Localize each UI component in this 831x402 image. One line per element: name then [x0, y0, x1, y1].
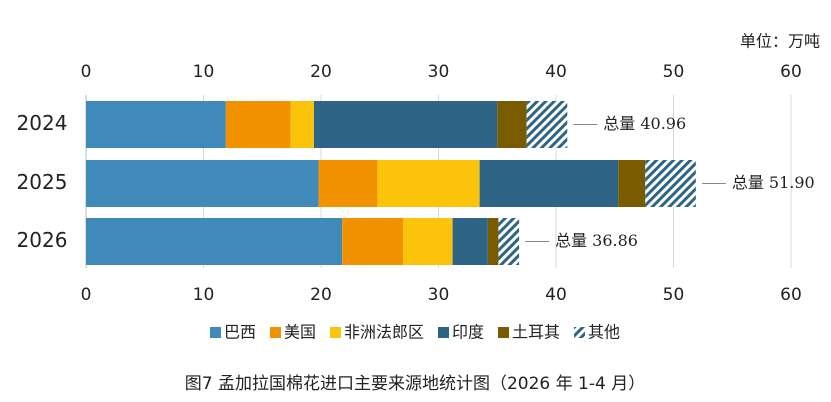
legend-label: 印度	[452, 323, 484, 342]
total-label: 总量 36.86	[555, 231, 638, 250]
legend-label: 土耳其	[512, 323, 560, 342]
bar-segment	[452, 218, 488, 265]
x-tick-label: 60	[780, 285, 802, 305]
y-tick-label: 2026	[17, 228, 68, 252]
bar-segment	[497, 101, 527, 148]
legend-label: 巴西	[224, 323, 256, 342]
bar-segment	[403, 218, 453, 265]
x-tick-label: 0	[81, 285, 92, 305]
bar-segment	[487, 218, 499, 265]
x-tick-label: 50	[663, 285, 685, 305]
legend-marker	[209, 327, 221, 338]
bar-segment	[86, 218, 343, 265]
bar-segment	[479, 160, 619, 207]
bar-segment	[498, 218, 520, 265]
bar-segment	[86, 101, 226, 148]
bar-segment	[290, 101, 314, 148]
total-label: 总量 40.96	[603, 114, 686, 133]
x-tick-label: 50	[663, 62, 685, 82]
x-tick-label: 0	[81, 62, 92, 82]
unit-label: 单位：万吨	[740, 32, 820, 51]
x-tick-label: 30	[428, 62, 450, 82]
bar-segment	[377, 160, 480, 207]
x-tick-label: 40	[545, 285, 567, 305]
legend-marker	[329, 327, 341, 338]
legend-marker	[269, 327, 281, 338]
bar-segment	[225, 101, 291, 148]
total-label: 总量 51.90	[732, 173, 815, 192]
bar-segment	[645, 160, 696, 207]
bar-segment	[618, 160, 646, 207]
legend-marker	[498, 327, 510, 338]
y-tick-label: 2024	[17, 111, 68, 135]
bar-segment	[318, 160, 378, 207]
bar-segment	[313, 101, 498, 148]
legend-label: 非洲法郎区	[344, 323, 424, 342]
legend-marker	[574, 327, 586, 338]
legend-label: 其他	[588, 323, 620, 342]
bar-segment	[526, 101, 568, 148]
legend-label: 美国	[284, 323, 316, 342]
y-tick-label: 2025	[17, 170, 68, 194]
chart-title: 图7 孟加拉国棉花进口主要来源地统计图（2026 年 1-4 月）	[185, 374, 645, 394]
x-tick-label: 40	[545, 62, 567, 82]
x-tick-label: 20	[310, 62, 332, 82]
x-tick-label: 20	[310, 285, 332, 305]
x-tick-label: 30	[428, 285, 450, 305]
bar-segment	[342, 218, 404, 265]
bar-segment	[86, 160, 319, 207]
x-tick-label: 10	[193, 285, 215, 305]
legend-marker	[438, 327, 449, 338]
x-tick-label: 10	[193, 62, 215, 82]
x-tick-label: 60	[780, 62, 802, 82]
